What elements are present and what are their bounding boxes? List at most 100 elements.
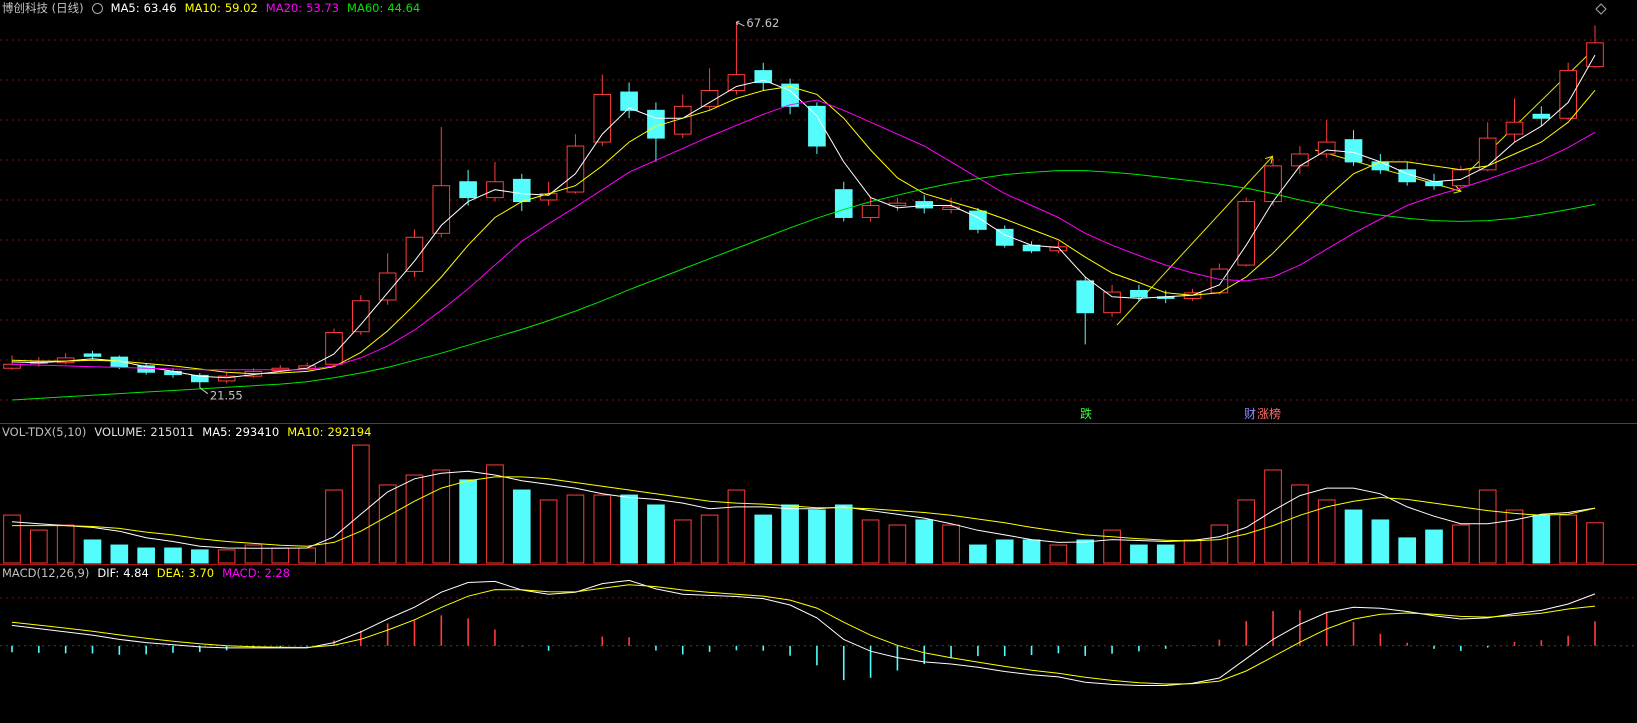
volume-bar bbox=[164, 547, 182, 564]
volume-bar bbox=[1210, 524, 1229, 564]
volume-bar bbox=[861, 519, 880, 564]
volume-bar bbox=[969, 544, 987, 564]
candle-body bbox=[1478, 137, 1497, 171]
candle-body bbox=[1505, 121, 1524, 135]
readout: MA60: 44.64 bbox=[347, 0, 420, 16]
volume-bar bbox=[459, 479, 477, 564]
candle-body bbox=[1049, 246, 1068, 252]
volume-bar bbox=[539, 499, 558, 564]
indicator-line bbox=[11, 85, 1596, 375]
volume-bar bbox=[30, 529, 48, 564]
volume-bar bbox=[190, 549, 209, 564]
readout-value: 2.28 bbox=[264, 566, 291, 580]
readout-value: 44.64 bbox=[387, 1, 421, 15]
candle-body bbox=[754, 70, 773, 84]
volume-bar bbox=[137, 547, 155, 564]
candle-body bbox=[727, 74, 746, 91]
candle-body bbox=[459, 181, 477, 199]
volume-bar bbox=[1183, 539, 1202, 564]
readout-label: DEA: bbox=[156, 566, 185, 580]
volume-bars bbox=[3, 444, 1604, 564]
readout-value: 53.73 bbox=[306, 1, 340, 15]
signal-tag[interactable]: 跌 bbox=[1080, 407, 1093, 421]
candle-body bbox=[325, 332, 343, 365]
signal-tag[interactable]: 涨榜 bbox=[1257, 407, 1282, 421]
readout-value: 4.84 bbox=[123, 566, 149, 580]
candle-body bbox=[1532, 113, 1551, 119]
readout-value: 59.02 bbox=[224, 1, 258, 15]
volume-bar bbox=[486, 464, 504, 564]
candle-body bbox=[512, 178, 531, 203]
indicator-line bbox=[12, 476, 1596, 547]
readout-label: MA5: bbox=[110, 1, 140, 15]
candles bbox=[3, 22, 1604, 388]
title-icon[interactable] bbox=[91, 3, 103, 14]
volume-bar bbox=[351, 444, 370, 564]
readout: MA10: 59.02 bbox=[185, 0, 258, 16]
candle-body bbox=[1344, 139, 1363, 163]
chart-title: 博创科技 (日线) bbox=[2, 1, 84, 15]
volume-bar bbox=[700, 514, 719, 564]
volume-bar bbox=[808, 509, 826, 564]
volume-bar bbox=[1398, 537, 1417, 564]
candle-body bbox=[1103, 291, 1121, 314]
candle-body bbox=[700, 89, 719, 107]
volume-bar bbox=[244, 544, 263, 564]
readout-value: 63.46 bbox=[143, 1, 177, 15]
readout-value: 3.70 bbox=[188, 566, 215, 580]
candle-body bbox=[351, 300, 370, 333]
volume-bar bbox=[512, 489, 531, 564]
volume-bar bbox=[110, 544, 129, 564]
corner-icon[interactable] bbox=[1595, 3, 1607, 15]
extreme-pointer bbox=[199, 387, 209, 395]
panel-borders bbox=[0, 423, 1637, 565]
readout-label: MA10: bbox=[287, 425, 324, 439]
volume-bar bbox=[593, 494, 612, 564]
candle-body bbox=[861, 205, 880, 218]
readout: DEA: 3.70 bbox=[157, 565, 214, 581]
volume-bar bbox=[888, 524, 907, 564]
readout-label: MACD: bbox=[222, 566, 261, 580]
volume-bar bbox=[1505, 509, 1524, 564]
readout-label: VOLUME: bbox=[94, 425, 147, 439]
volume-bar bbox=[566, 494, 585, 564]
readout-value: 293410 bbox=[235, 425, 280, 439]
volume-bar bbox=[1130, 544, 1148, 564]
volume-header: VOL-TDX(5,10) VOLUME: 215011 MA5: 293410 MA1… bbox=[2, 424, 371, 440]
candle-body bbox=[3, 363, 21, 369]
volume-bar bbox=[1076, 539, 1095, 564]
readout: DIF: 4.84 bbox=[97, 565, 148, 581]
candle-body bbox=[1130, 289, 1148, 298]
volume-bar bbox=[1291, 484, 1309, 564]
trend-lines bbox=[1116, 50, 1593, 326]
volume-bar bbox=[1559, 514, 1577, 564]
candle-body bbox=[1076, 280, 1095, 314]
volume-bar bbox=[942, 524, 960, 564]
extreme-pointer bbox=[735, 20, 745, 27]
volume-bar bbox=[1532, 514, 1551, 564]
candle-body bbox=[190, 374, 209, 383]
indicator-line bbox=[11, 170, 1596, 401]
signal-tag[interactable]: 财 bbox=[1244, 407, 1257, 421]
volume-bar bbox=[1586, 522, 1604, 564]
candle-body bbox=[1425, 181, 1443, 187]
readout: MA20: 53.73 bbox=[266, 0, 339, 16]
low-label: 21.55 bbox=[210, 389, 243, 403]
volume-bar bbox=[217, 549, 236, 564]
candle-body bbox=[405, 236, 424, 272]
candle-body bbox=[969, 210, 987, 230]
candle-body bbox=[378, 272, 397, 301]
indicator-line bbox=[11, 470, 1596, 549]
volume-bar bbox=[56, 524, 75, 564]
candle-body bbox=[915, 201, 934, 209]
volume-bar bbox=[378, 484, 397, 564]
volume-bar bbox=[1344, 509, 1363, 564]
indicator-line bbox=[11, 584, 1596, 685]
candle-body bbox=[620, 91, 638, 111]
panel-title: VOL-TDX(5,10) bbox=[2, 425, 87, 439]
candle-body bbox=[1291, 153, 1309, 167]
volume-bar bbox=[298, 547, 316, 564]
readout-label: DIF: bbox=[97, 566, 120, 580]
volume-bar bbox=[405, 474, 424, 564]
